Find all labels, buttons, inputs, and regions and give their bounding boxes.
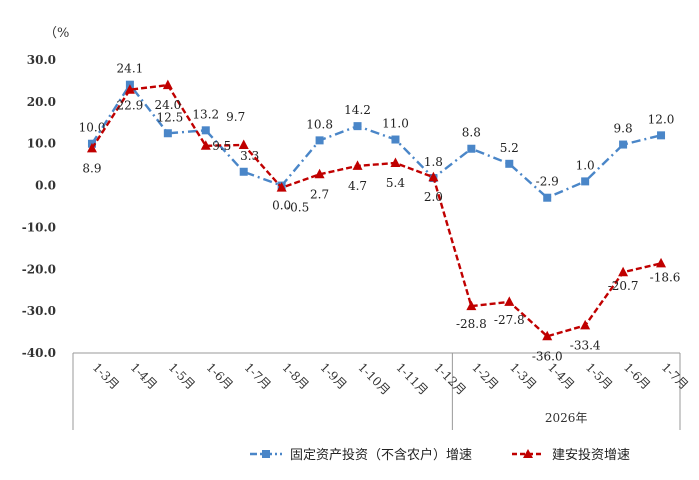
data-label: 5.4 <box>386 176 405 190</box>
data-label: -0.5 <box>286 201 309 215</box>
data-label: -27.8 <box>494 313 525 327</box>
data-label: 9.7 <box>226 110 245 124</box>
x-tick-label: 1-4月 <box>545 360 577 392</box>
legend-swatch-fixed-asset <box>250 449 282 458</box>
data-label: 1.0 <box>576 158 595 172</box>
data-label: 2.0 <box>424 190 443 204</box>
y-tick-label: 30.0 <box>27 53 56 67</box>
y-tick-label: -40.0 <box>22 346 56 360</box>
data-label: -28.8 <box>456 317 487 331</box>
x-tick-label: 1-3月 <box>90 360 122 392</box>
x-tick-label: 1-3月 <box>507 360 539 392</box>
legend-swatch-construction <box>512 448 545 458</box>
data-label: -18.6 <box>650 270 681 284</box>
x-tick-label: 1-7月 <box>242 360 274 392</box>
data-label: 8.8 <box>462 126 481 140</box>
data-point <box>239 167 248 176</box>
data-label: 12.0 <box>648 112 675 126</box>
data-label: 24.1 <box>117 62 144 76</box>
x-tick-label: 1-6月 <box>621 360 653 392</box>
data-point <box>353 122 362 131</box>
data-point <box>542 330 553 341</box>
data-point <box>581 177 590 186</box>
y-tick-label: 10.0 <box>27 137 56 151</box>
data-label: 8.9 <box>82 161 101 175</box>
line-chart: 30.020.010.00.0-10.0-20.0-30.0-40.01-3月 1… <box>22 53 691 430</box>
data-point <box>124 84 135 94</box>
data-label: 0.0 <box>272 199 291 213</box>
data-label: 10.8 <box>306 117 333 131</box>
data-point <box>504 296 515 306</box>
data-label: 13.2 <box>192 107 219 121</box>
series-line-1 <box>90 83 662 338</box>
data-label: 4.7 <box>348 179 367 193</box>
data-label: 24.0 <box>154 98 181 112</box>
x-tick-label: 1-5月 <box>583 360 615 392</box>
legend: 固定资产投资（不含农户）增速 建安投资增速 <box>250 444 630 463</box>
data-point <box>162 79 173 90</box>
data-label: 9.5 <box>212 139 231 153</box>
legend-label-fixed-asset: 固定资产投资（不含农户）增速 <box>290 448 473 463</box>
data-point <box>200 140 211 150</box>
x-tick-label: 1-5月 <box>166 360 198 392</box>
x-group-label: 2026年 <box>545 411 588 425</box>
y-unit-label: （% <box>44 26 70 41</box>
x-tick-label: 1-11月 <box>393 360 430 397</box>
data-label: 2.7 <box>310 187 329 201</box>
data-point <box>466 300 477 311</box>
y-tick-label: -20.0 <box>22 262 56 276</box>
data-label: -36.0 <box>532 349 563 363</box>
data-label: 5.2 <box>500 141 519 155</box>
data-label: 1.8 <box>424 155 443 169</box>
legend-label-construction: 建安投资增速 <box>552 448 631 463</box>
data-point <box>428 171 439 182</box>
legend-item-fixed-asset: 固定资产投资（不含农户）增速 <box>250 444 472 463</box>
x-tick-label: 1-8月 <box>280 360 312 392</box>
data-point <box>163 129 172 138</box>
data-point <box>656 257 667 268</box>
data-point <box>391 135 400 144</box>
x-tick-label: 1-9月 <box>317 360 349 392</box>
data-label: -20.7 <box>608 279 639 293</box>
data-point <box>657 131 666 140</box>
data-point <box>505 159 514 168</box>
y-tick-label: 20.0 <box>27 95 56 109</box>
data-label: 22.9 <box>117 99 144 113</box>
data-point <box>543 193 552 202</box>
x-tick-label: 1-12月 <box>431 360 468 397</box>
series-line-0 <box>90 82 662 200</box>
y-tick-label: 0.0 <box>35 179 56 193</box>
data-label: 10.0 <box>79 121 106 135</box>
data-point <box>315 136 324 145</box>
data-label: 3.3 <box>240 149 259 163</box>
data-label: 9.8 <box>614 122 633 136</box>
data-point <box>580 319 591 330</box>
data-point <box>314 168 325 179</box>
x-tick-label: 1-4月 <box>128 360 160 392</box>
legend-item-construction: 建安投资增速 <box>512 444 630 463</box>
data-label: -2.9 <box>536 175 559 189</box>
data-label: 11.0 <box>382 117 409 131</box>
data-label: -33.4 <box>570 338 601 352</box>
data-point <box>619 140 628 149</box>
data-point <box>201 126 210 135</box>
data-point <box>352 160 363 170</box>
x-tick-label: 1-7月 <box>659 360 691 392</box>
x-tick-label: 1-10月 <box>355 360 392 397</box>
data-point <box>238 139 249 149</box>
data-point <box>467 144 476 153</box>
data-point <box>276 182 287 192</box>
y-tick-label: -10.0 <box>22 220 56 234</box>
x-tick-label: 1-6月 <box>204 360 236 392</box>
data-point <box>86 142 97 153</box>
data-point <box>390 157 401 167</box>
data-point <box>618 266 629 277</box>
y-tick-label: -30.0 <box>22 304 56 318</box>
x-tick-label: 1-2月 <box>469 360 501 392</box>
data-label: 14.2 <box>344 103 371 117</box>
data-label: 12.5 <box>156 110 183 124</box>
